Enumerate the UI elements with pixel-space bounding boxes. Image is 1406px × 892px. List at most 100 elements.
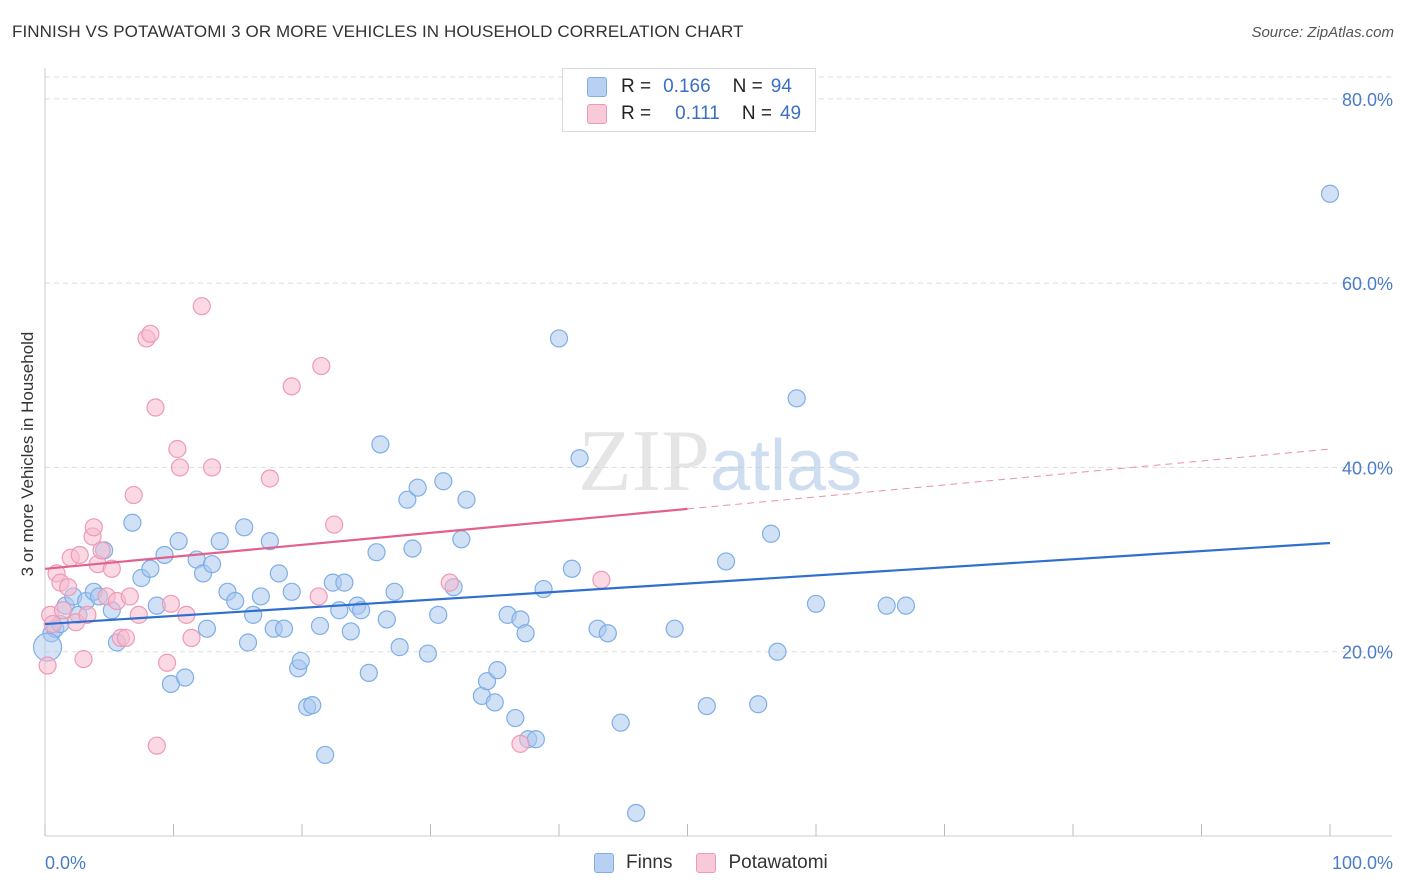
data-point-finns: [244, 605, 263, 624]
data-point-potawatomi: [202, 458, 222, 477]
data-point-finns: [398, 490, 417, 509]
data-point-potawatomi: [170, 458, 190, 477]
data-point-finns: [316, 745, 335, 765]
data-point-potawatomi: [146, 398, 165, 417]
data-point-finns: [534, 579, 553, 599]
legend-r-value: 0.111: [675, 103, 720, 124]
data-point-finns: [877, 596, 896, 615]
bottom-legend-label-finns: Finns: [626, 852, 673, 873]
y-tick-label: 40.0%: [1342, 458, 1393, 478]
data-point-finns: [390, 638, 409, 657]
data-point-finns: [526, 730, 545, 749]
trend-lines: [44, 448, 1331, 626]
data-point-finns: [485, 693, 504, 712]
data-point-finns: [359, 663, 378, 683]
data-point-finns: [806, 594, 826, 613]
tick-labels: 20.0% 40.0% 60.0% 80.0% 0.0% 100.0% 3 or more …: [18, 90, 1393, 873]
legend-n-value: 94: [770, 76, 792, 97]
data-point-finns: [141, 559, 160, 578]
data-point-finns: [570, 449, 589, 468]
watermark: ZIPatlas: [578, 413, 862, 510]
data-point-finns: [371, 435, 390, 454]
data-point-finns: [626, 803, 646, 823]
data-point-finns: [197, 619, 217, 638]
data-point-potawatomi: [192, 297, 211, 316]
data-point-finns: [488, 661, 507, 680]
data-point-finns: [516, 624, 535, 643]
legend-row-finns: R = 0.166 N = 94: [587, 74, 792, 100]
legend-r-label: R =: [621, 103, 652, 124]
data-point-potawatomi: [92, 541, 111, 560]
legend-row-potawatomi: R = 0.111 N = 49: [587, 101, 801, 127]
data-point-potawatomi: [116, 628, 136, 647]
data-point-finns: [210, 532, 229, 551]
data-point-finns: [549, 329, 569, 348]
data-point-finns: [175, 668, 195, 687]
data-point-finns: [403, 539, 422, 558]
data-point-finns: [611, 713, 630, 732]
data-point-potawatomi: [592, 570, 611, 589]
data-point-finns: [251, 587, 270, 606]
data-point-finns: [202, 555, 222, 574]
chart-source: Source: ZipAtlas.com: [1251, 24, 1394, 41]
data-point-finns: [429, 605, 448, 624]
legend-swatch-finns: [587, 77, 607, 97]
data-point-potawatomi: [325, 515, 344, 534]
data-point-finns: [235, 518, 254, 537]
data-point-finns: [457, 490, 476, 509]
trend-line-potawatomi: [44, 507, 688, 570]
data-point-potawatomi: [141, 324, 160, 343]
data-point-finns: [238, 633, 258, 652]
data-point-potawatomi: [129, 605, 148, 624]
data-point-finns: [274, 619, 294, 638]
data-point-potawatomi: [182, 628, 201, 647]
legend-r-label: R =: [621, 76, 652, 97]
legend-n-label: N =: [741, 103, 772, 124]
data-point-finns: [367, 543, 386, 562]
data-point-potawatomi: [70, 545, 89, 565]
bottom-legend-potawatomi: Potawatomi: [696, 852, 828, 874]
legend-n-value: 49: [779, 103, 802, 124]
data-point-finns: [418, 644, 438, 663]
data-point-potawatomi: [120, 587, 139, 606]
trend-line-finns: [44, 541, 1331, 626]
data-point-finns: [434, 472, 453, 491]
data-point-finns: [452, 530, 471, 549]
x-tick-label: 100.0%: [1332, 853, 1393, 873]
legend: R = 0.166 N = 94 R = 0.111 N = 49: [562, 68, 816, 132]
data-point-finns: [226, 591, 245, 611]
data-point-potawatomi: [124, 485, 143, 505]
data-point-finns: [377, 610, 396, 629]
data-point-finns: [352, 601, 371, 620]
data-point-finns: [896, 596, 916, 615]
data-point-potawatomi: [102, 559, 121, 578]
data-point-potawatomi: [74, 649, 93, 669]
bottom-swatch-finns: [594, 853, 614, 873]
legend-r-value: 0.166: [663, 76, 711, 97]
data-point-finns: [562, 559, 581, 578]
data-point-finns: [291, 651, 310, 671]
data-point-potawatomi: [78, 605, 97, 624]
bottom-legend: Finns Potawatomi: [594, 852, 852, 874]
chart-title: FINNISH VS POTAWATOMI 3 OR MORE VEHICLES…: [12, 22, 744, 41]
data-point-finns: [787, 389, 806, 408]
data-point-finns: [260, 532, 279, 551]
data-point-potawatomi: [53, 601, 73, 620]
y-tick-label: 80.0%: [1342, 90, 1393, 110]
data-point-potawatomi: [511, 734, 530, 753]
bottom-legend-finns: Finns: [594, 852, 672, 874]
data-point-finns: [269, 564, 288, 583]
bottom-swatch-potawatomi: [696, 853, 717, 873]
legend-n-label: N =: [732, 76, 763, 97]
data-point-potawatomi: [59, 578, 78, 597]
data-point-finns: [310, 616, 330, 636]
data-point-potawatomi: [147, 736, 166, 755]
data-point-finns: [169, 532, 188, 551]
x-tick-label: 0.0%: [45, 853, 86, 873]
y-axis-label: 3 or more Vehicles in Household: [18, 332, 37, 577]
data-point-potawatomi: [38, 656, 57, 675]
data-point-finns: [716, 552, 736, 571]
data-point-finns: [506, 708, 525, 728]
data-point-finns: [1320, 184, 1340, 203]
